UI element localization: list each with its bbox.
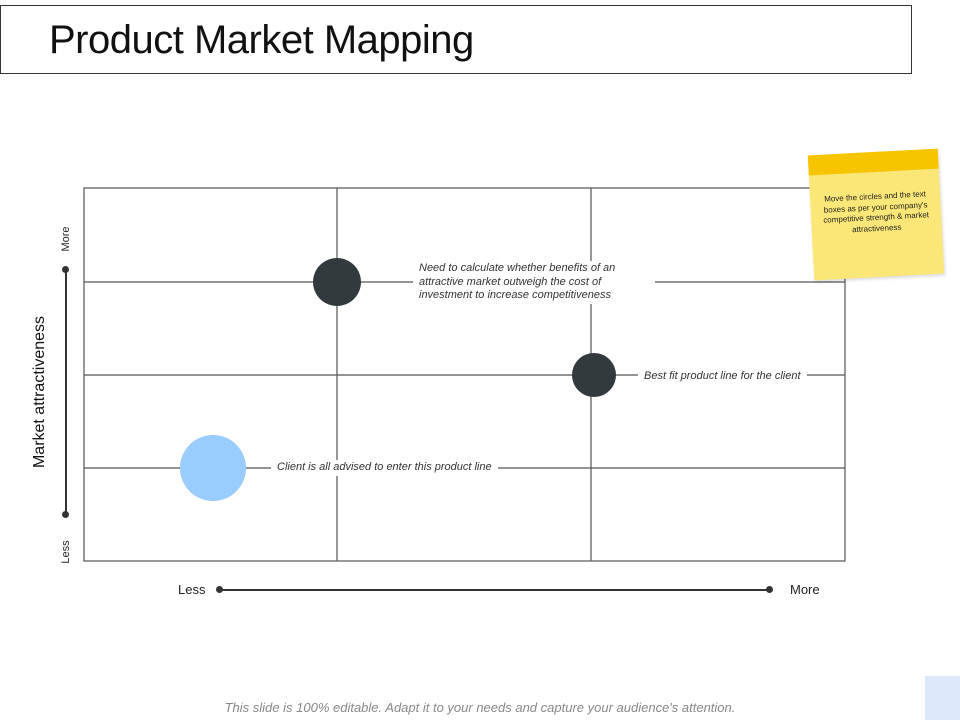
callout-text-best-fit[interactable]: Best fit product line for the client: [638, 369, 807, 385]
x-axis-line: [220, 589, 770, 591]
sticky-note[interactable]: Move the circles and the text boxes as p…: [807, 148, 945, 281]
callout-text-cost-benefit[interactable]: Need to calculate whether benefits of an…: [413, 261, 655, 304]
y-axis-line: [65, 270, 67, 515]
page-title: Product Market Mapping: [49, 18, 474, 62]
y-axis-less-label: Less: [60, 540, 72, 564]
x-axis-right-dot: [766, 586, 773, 593]
callout-text-advised-entry[interactable]: Client is all advised to enter this prod…: [271, 460, 498, 476]
circle-advised-entry[interactable]: [180, 435, 246, 501]
title-box: Product Market Mapping: [0, 5, 912, 74]
corner-tab: [925, 676, 960, 720]
x-axis-left-dot: [216, 586, 223, 593]
y-axis-top-dot: [62, 266, 69, 273]
circle-best-fit[interactable]: [572, 353, 616, 397]
footer-note: This slide is 100% editable. Adapt it to…: [224, 700, 736, 715]
x-axis-more-label: More: [790, 582, 820, 597]
y-axis-more-label: More: [60, 226, 72, 252]
y-axis-title: Market attractiveness: [31, 315, 48, 469]
y-axis-bottom-dot: [62, 511, 69, 518]
x-axis-less-label: Less: [178, 582, 206, 597]
sticky-note-text: Move the circles and the text boxes as p…: [823, 189, 930, 234]
circle-high-attractiveness[interactable]: [313, 258, 361, 306]
